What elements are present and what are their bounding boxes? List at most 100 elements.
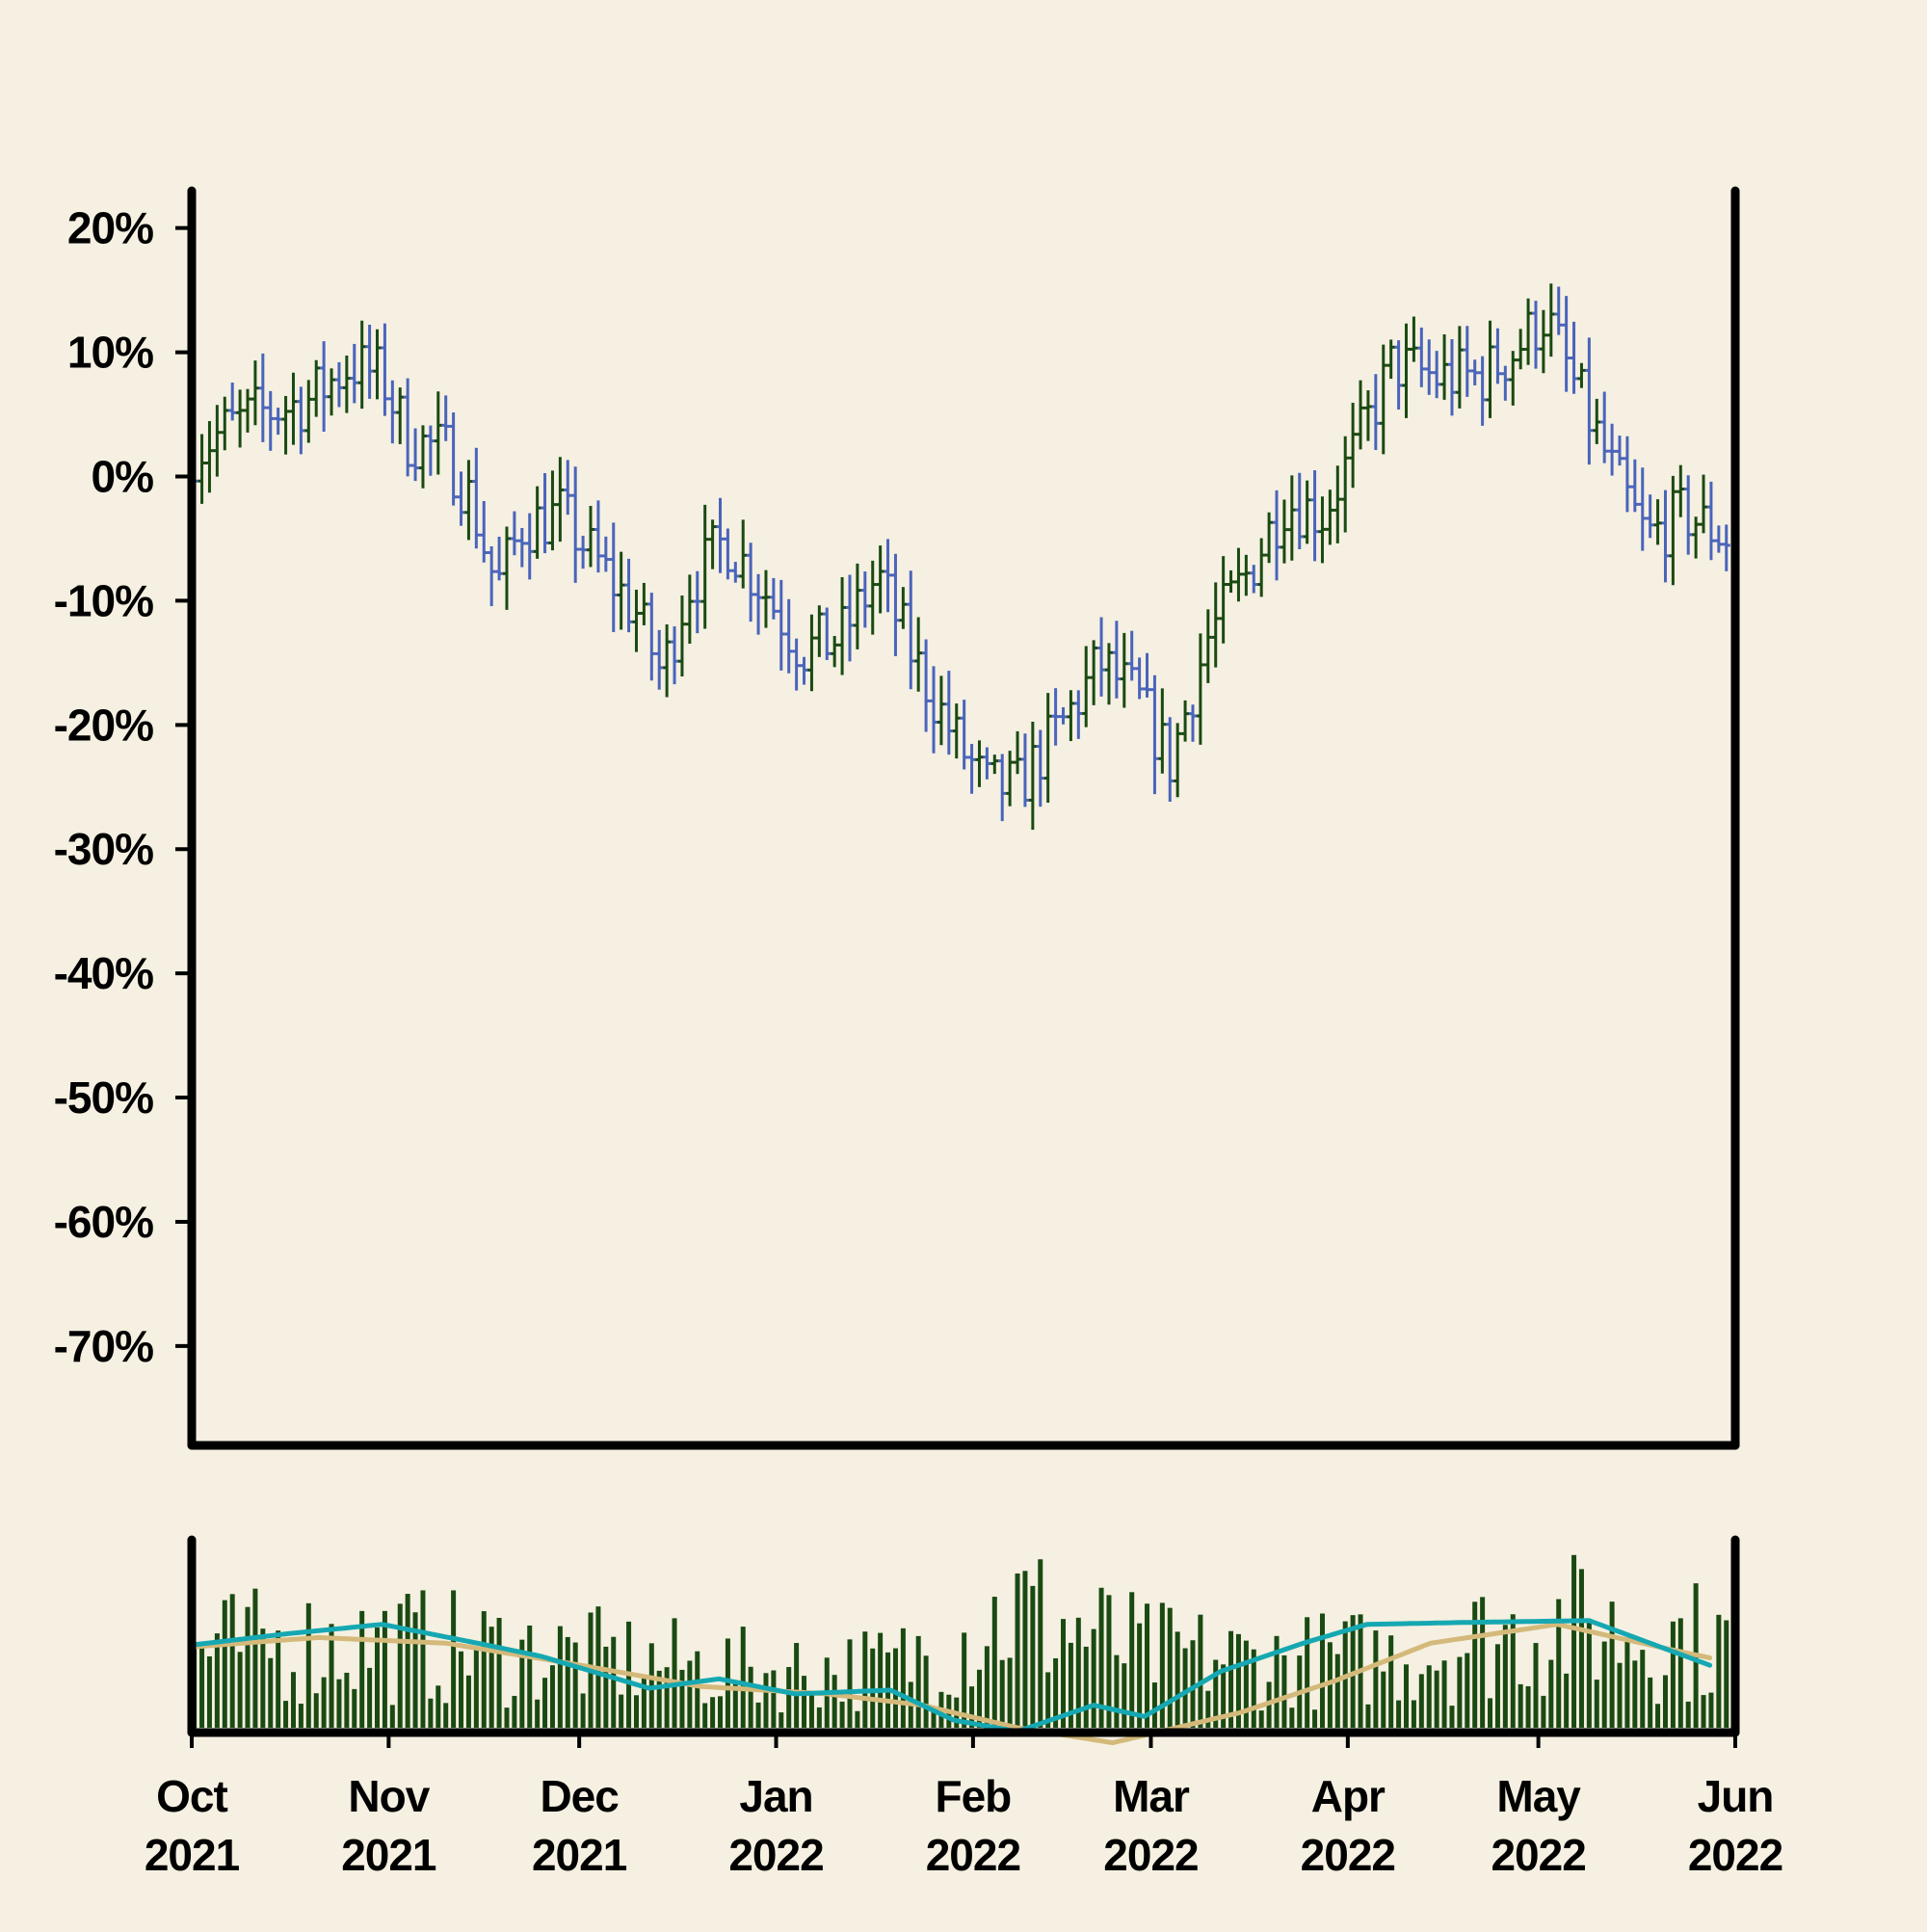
volume-bar: [832, 1675, 837, 1728]
volume-moving-average-slow: [189, 1622, 1713, 1746]
ohlc-bar: [617, 551, 625, 630]
ohlc-bar: [274, 408, 282, 436]
ohlc-bar: [1470, 359, 1479, 385]
ohlc-bar: [1653, 499, 1662, 545]
volume-bar: [572, 1642, 578, 1728]
ohlc-bar: [907, 570, 915, 690]
volume-bar: [252, 1588, 258, 1728]
volume-bar: [488, 1627, 494, 1728]
ohlc-bar: [1265, 512, 1274, 564]
ohlc-bar: [632, 590, 641, 652]
ohlc-bar: [1486, 320, 1494, 418]
volume-bar: [1365, 1704, 1371, 1728]
volume-bar: [702, 1703, 708, 1728]
ohlc-bar: [1043, 693, 1052, 803]
ohlc-bar: [1570, 321, 1578, 394]
volume-bar: [1122, 1663, 1127, 1728]
ohlc-bar: [1616, 436, 1624, 466]
ohlc-bar: [350, 343, 358, 404]
ohlc-bar: [1090, 640, 1098, 705]
ohlc-bar: [480, 500, 488, 563]
ohlc-bar: [700, 504, 709, 629]
ohlc-bar: [663, 624, 672, 698]
volume-bar: [892, 1648, 898, 1728]
x-tick-label-month: Oct: [156, 1771, 227, 1821]
ohlc-bar: [891, 553, 900, 657]
volume-bar: [1137, 1623, 1143, 1728]
ohlc-bar: [677, 595, 686, 677]
volume-bar: [1724, 1620, 1729, 1728]
volume-bar: [1640, 1650, 1646, 1728]
ohlc-bar: [1074, 690, 1083, 739]
ohlc-bar: [594, 500, 602, 573]
volume-bar: [1114, 1654, 1120, 1728]
ohlc-bar: [1676, 464, 1685, 517]
x-tick-label-year: 2021: [145, 1830, 240, 1880]
volume-bar: [1182, 1648, 1188, 1728]
ohlc-bar: [731, 562, 740, 583]
volume-bar: [229, 1594, 235, 1728]
volume-bar: [352, 1688, 357, 1728]
ohlc-bar: [1517, 329, 1525, 370]
volume-bar: [1381, 1671, 1386, 1728]
ohlc-bar: [244, 388, 252, 433]
volume-bar: [1098, 1587, 1104, 1728]
volume-bar: [1053, 1657, 1059, 1728]
ohlc-bar: [1287, 475, 1296, 561]
volume-bar: [641, 1677, 647, 1728]
y-tick-label: -60%: [54, 1197, 153, 1247]
ohlc-bar: [258, 353, 267, 442]
volume-bar: [359, 1610, 365, 1728]
ohlc-bar: [1097, 617, 1106, 697]
volume-bar: [1129, 1592, 1135, 1728]
ohlc-bar: [1104, 643, 1113, 705]
ohlc-bar: [952, 703, 961, 759]
ohlc-bar: [1585, 337, 1594, 465]
ohlc-bar: [525, 513, 534, 580]
ohlc-bar: [1562, 296, 1571, 392]
ohlc-bar: [655, 629, 664, 690]
ohlc-bar: [1417, 327, 1426, 387]
ohlc-bar: [1455, 326, 1464, 409]
volume-bar: [1662, 1675, 1668, 1728]
ohlc-bar: [724, 528, 732, 580]
ohlc-bar: [1593, 398, 1601, 444]
volume-bar: [496, 1618, 502, 1728]
ohlc-bar: [1166, 717, 1175, 803]
volume-bar: [1091, 1628, 1096, 1728]
volume-bar: [687, 1660, 693, 1728]
ohlc-bar: [1623, 436, 1631, 513]
ohlc-bar: [1059, 706, 1068, 725]
ohlc-series: [190, 283, 1730, 831]
ohlc-bar: [1028, 722, 1037, 831]
volume-bar: [1228, 1630, 1234, 1728]
volume-bar: [1083, 1646, 1089, 1728]
volume-bar: [1708, 1692, 1714, 1728]
ohlc-bar: [1357, 380, 1365, 450]
volume-bar: [451, 1590, 457, 1728]
volume-bar: [298, 1704, 304, 1728]
volume-bar: [260, 1628, 266, 1728]
ohlc-bar: [609, 522, 618, 632]
ohlc-bar: [205, 421, 214, 493]
volume-bar: [1312, 1709, 1318, 1728]
x-tick-label-month: Jan: [739, 1771, 812, 1821]
volume-bar: [412, 1612, 418, 1728]
volume-bar: [732, 1683, 738, 1728]
y-tick-label: -50%: [54, 1072, 153, 1123]
volume-bar: [740, 1627, 746, 1728]
volume-bar: [900, 1628, 906, 1728]
volume-bar: [344, 1672, 350, 1728]
ohlc-bar: [1349, 403, 1358, 489]
ohlc-bar: [404, 378, 412, 477]
volume-bar: [580, 1693, 586, 1728]
ohlc-bar: [823, 607, 832, 660]
ohlc-bar: [1143, 652, 1151, 698]
volume-bar: [710, 1697, 716, 1728]
volume-bar: [542, 1678, 548, 1728]
ohlc-bar: [831, 635, 839, 668]
volume-bar: [808, 1694, 814, 1728]
ohlc-bar: [937, 675, 945, 746]
volume-bar: [1716, 1614, 1722, 1728]
ohlc-bar: [1425, 339, 1434, 395]
